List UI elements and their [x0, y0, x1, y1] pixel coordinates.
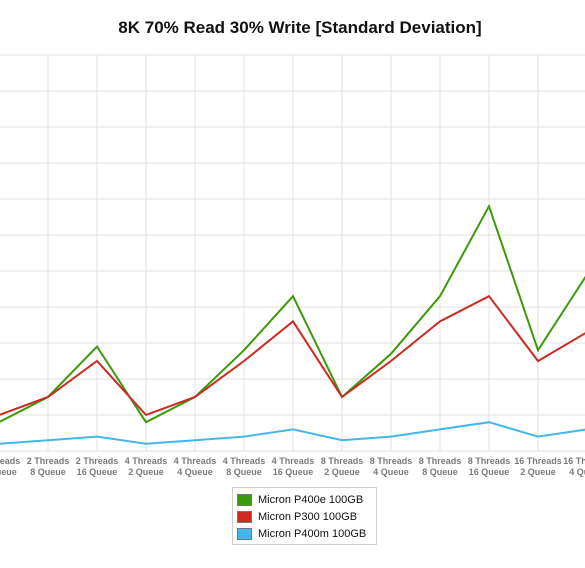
x-tick-label: 8 Threads 2 Queue	[321, 456, 364, 477]
legend-label: Micron P300 100GB	[258, 510, 358, 523]
series-lines	[0, 203, 585, 445]
legend-item: Micron P300 100GB	[237, 508, 372, 525]
x-tick-label: 2 Threads 8 Queue	[27, 456, 70, 477]
x-tick-label: 8 Threads 16 Queue	[468, 456, 511, 477]
x-tick-label: 2 Threads 16 Queue	[76, 456, 119, 477]
x-tick-label: 4 Threads 4 Queue	[174, 456, 217, 477]
series-line	[0, 421, 585, 445]
series-line	[0, 294, 585, 417]
legend-label: Micron P400m 100GB	[258, 527, 367, 540]
x-tick-label: 4 Threads 8 Queue	[223, 456, 266, 477]
legend-swatch	[237, 510, 252, 523]
x-tick-label: 8 Threads 8 Queue	[419, 456, 462, 477]
legend-label: Micron P400e 100GB	[258, 493, 364, 506]
legend-item: Micron P400e 100GB	[237, 491, 372, 508]
series-line	[0, 203, 585, 424]
legend: Micron P400e 100GB Micron P300 100GB Micro…	[232, 487, 377, 545]
x-tick-label: 4 Threads 2 Queue	[125, 456, 168, 477]
grid-lines	[0, 54, 585, 452]
x-tick-label: 8 Threads 4 Queue	[370, 456, 413, 477]
chart-title: 8K 70% Read 30% Write [Standard Deviatio…	[118, 18, 482, 37]
x-tick-label: 4 Threads 16 Queue	[272, 456, 315, 477]
legend-swatch	[237, 527, 252, 540]
legend-swatch	[237, 493, 252, 506]
legend-item: Micron P400m 100GB	[237, 525, 372, 542]
x-tick-label: 16 Threads 2 Queue	[514, 456, 562, 477]
